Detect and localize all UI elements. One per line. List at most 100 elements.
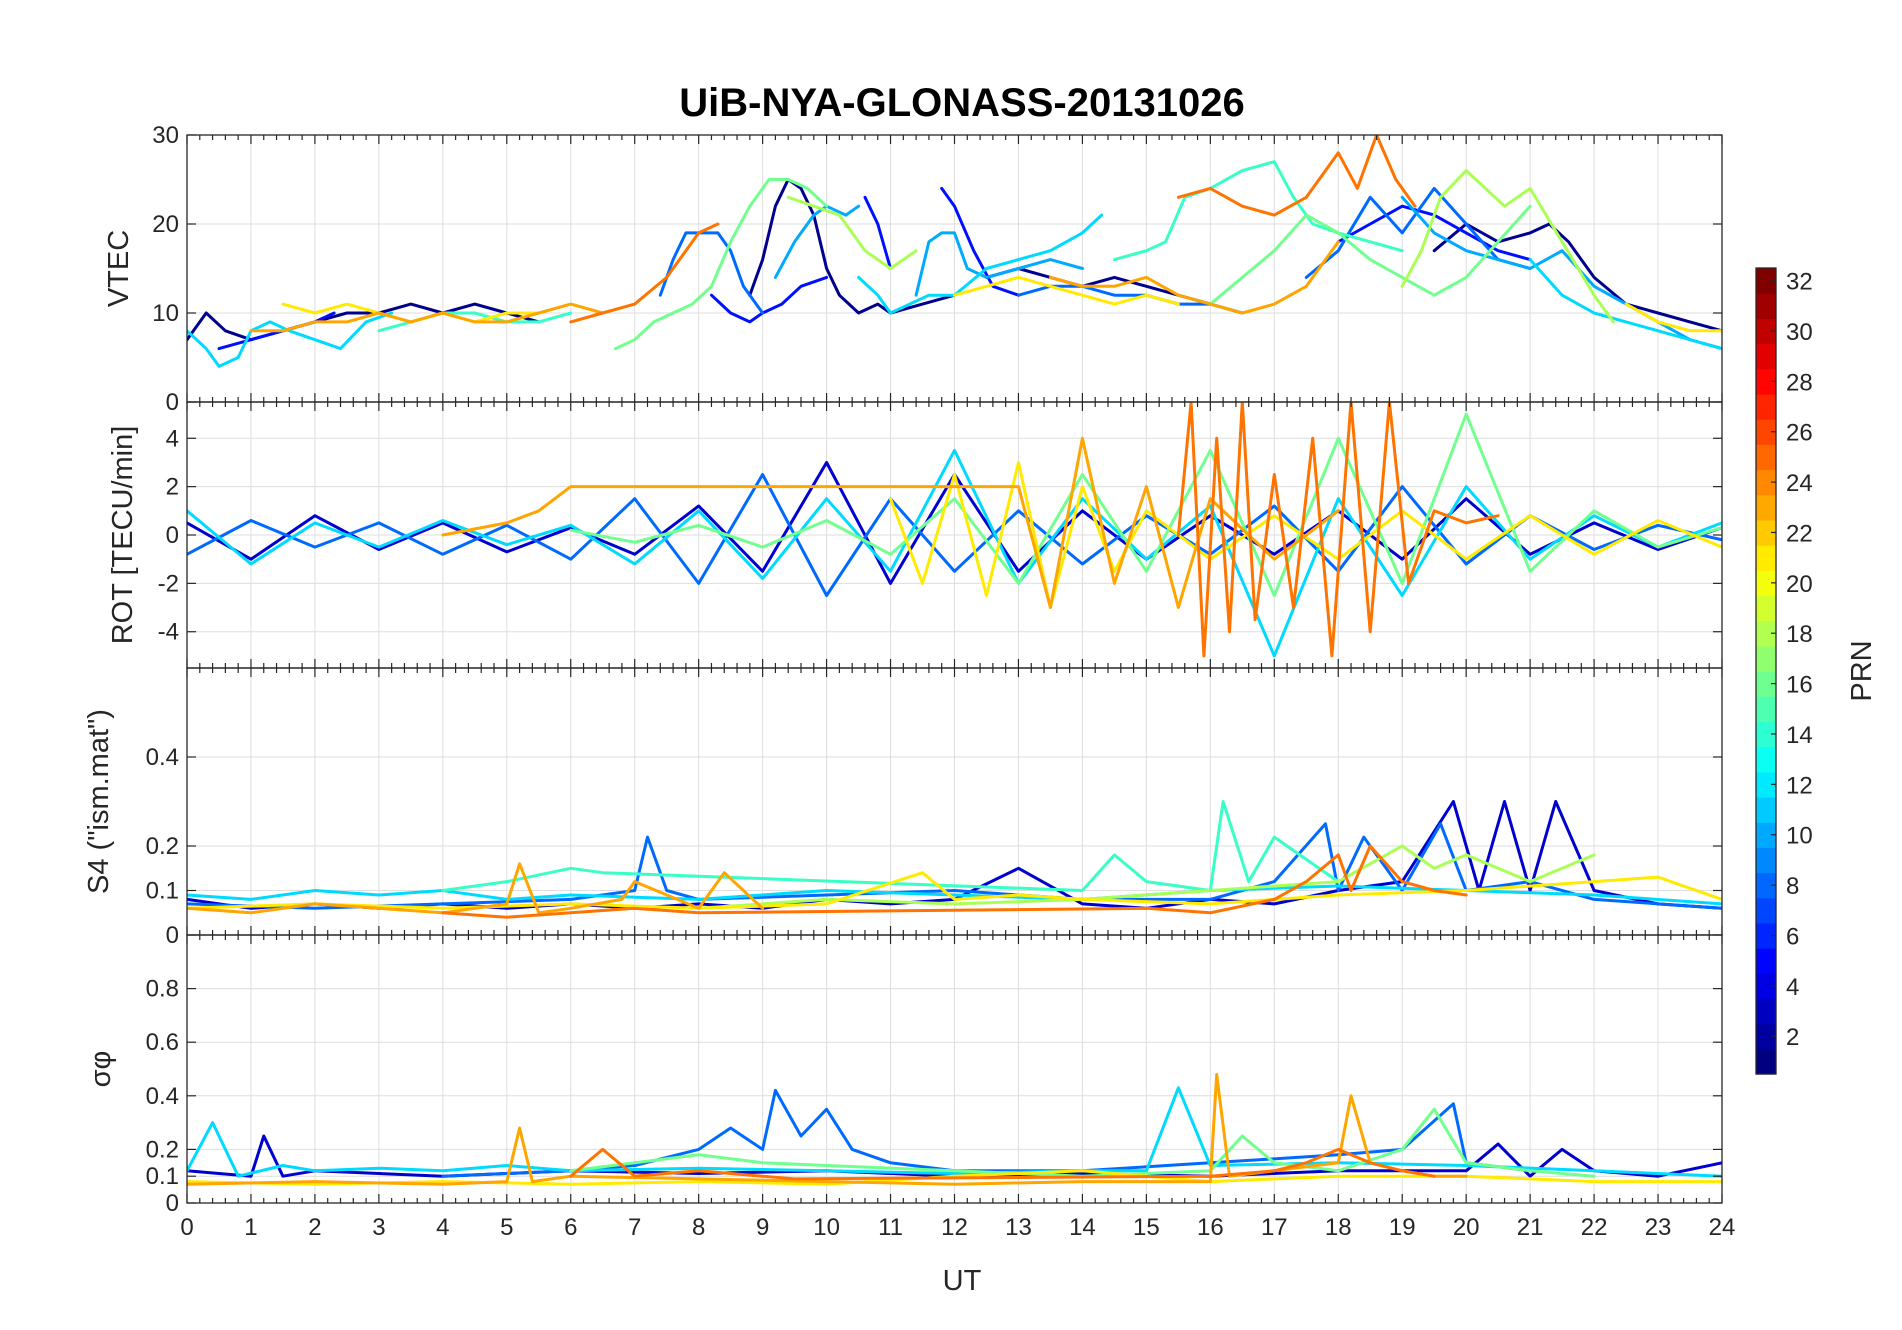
colorbar-segment [1756, 419, 1776, 445]
x-tick-label: 12 [941, 1214, 968, 1241]
x-tick-label: 24 [1709, 1214, 1736, 1241]
colorbar-tick-label: 20 [1786, 571, 1813, 598]
x-tick-label: 20 [1453, 1214, 1480, 1241]
colorbar-tick-label: 26 [1786, 420, 1813, 447]
series-line-8 [940, 186, 1020, 297]
series-line-23 [786, 195, 918, 270]
gridlines [186, 935, 1723, 1204]
panel-1: 0 10 20 30 VTEC [103, 122, 1723, 416]
colorbar-segment [1756, 494, 1776, 521]
y-axis-label: ROT [TECU/min] [107, 426, 139, 645]
series-line-30 [569, 222, 720, 324]
x-tick-label: 22 [1581, 1214, 1608, 1241]
series-group [187, 402, 1722, 658]
series-line-8 [441, 844, 1468, 919]
colorbar-tick-label: 32 [1786, 269, 1813, 296]
x-tick-label: 23 [1645, 1214, 1672, 1241]
x-tick-label: 21 [1517, 1214, 1544, 1241]
colorbar-segment [1756, 922, 1776, 949]
ticks [186, 935, 1723, 1204]
x-tick-label: 7 [628, 1214, 641, 1241]
y-tick-label: -4 [158, 619, 179, 646]
series-line-2 [748, 178, 956, 315]
colorbar-segment [1756, 948, 1776, 974]
x-axis-label: UT [943, 1265, 982, 1297]
colorbar-segment [1756, 293, 1776, 319]
colorbar-tick-label: 18 [1786, 621, 1813, 648]
series-line-13 [773, 204, 861, 279]
series-line-20 [1112, 160, 1404, 262]
series-group [187, 135, 1722, 368]
colorbar-segment [1756, 771, 1776, 798]
x-tick-label: 15 [1133, 1214, 1160, 1241]
colorbar-tick-label: 22 [1786, 520, 1813, 547]
x-tick-label: 18 [1325, 1214, 1352, 1241]
series-line-29 [1048, 240, 1340, 315]
y-axis-label: σφ [85, 1051, 117, 1088]
series-line-7 [187, 862, 765, 915]
series-line-10 [658, 231, 765, 315]
colorbar-tick-label: 10 [1786, 823, 1813, 850]
x-tick-label: 4 [436, 1214, 449, 1241]
series-line-6 [441, 436, 1340, 609]
colorbar-segment [1756, 620, 1776, 647]
x-tick-label: 11 [878, 1214, 903, 1241]
series-group [187, 800, 1722, 919]
series-line-7 [863, 195, 892, 270]
colorbar-tick-label: 28 [1786, 369, 1813, 396]
series-line-6 [187, 1072, 1468, 1186]
series-line-12 [1304, 186, 1532, 279]
series-line-3 [187, 448, 1722, 658]
colorbar-segment [1756, 721, 1776, 748]
panel-2: -4 -2 0 2 4 ROT [TECU/min] [107, 401, 1723, 669]
y-tick-label: 0 [166, 1190, 179, 1217]
y-tick-label: 0.4 [146, 1083, 179, 1110]
colorbar-tick-label: 16 [1786, 672, 1813, 699]
series-line-18 [1528, 258, 1722, 351]
colorbar-segment [1756, 444, 1776, 471]
x-tick-label: 10 [813, 1214, 840, 1241]
y-tick-label: 0 [166, 522, 179, 549]
colorbar-segment [1756, 343, 1776, 370]
y-tick-label: 0 [166, 922, 179, 949]
colorbar-label: PRN [1846, 640, 1878, 701]
y-tick-label: 0.4 [146, 744, 179, 771]
y-tick-label: 0.2 [146, 1136, 179, 1163]
y-tick-label: -2 [158, 570, 179, 597]
x-tick-label: 2 [308, 1214, 321, 1241]
y-tick-label: 0.6 [146, 1029, 179, 1056]
colorbar-segment [1756, 469, 1776, 496]
colorbar-frame [1755, 267, 1777, 1075]
series-line-2 [187, 473, 1722, 597]
colorbar-segment [1756, 519, 1776, 546]
colorbar-segment [1756, 746, 1776, 773]
y-tick-label: 20 [152, 211, 179, 238]
series-line-4 [569, 412, 1722, 597]
colorbar-tick-label: 24 [1786, 470, 1813, 497]
y-tick-label: 0.8 [146, 976, 179, 1003]
x-tick-label: 17 [1261, 1214, 1288, 1241]
series-line-31 [1176, 135, 1417, 217]
colorbar-tick-label: 4 [1786, 974, 1799, 1001]
ticks [186, 402, 1723, 668]
colorbar-segment [1756, 998, 1776, 1025]
colorbar-tick-label: 14 [1786, 722, 1813, 749]
x-tick-label: 0 [180, 1214, 193, 1241]
ticks [186, 668, 1723, 936]
series-line-6 [710, 275, 829, 324]
colorbar-segment [1756, 1023, 1776, 1050]
gridlines [186, 134, 1723, 403]
colorbar-tick-label: 30 [1786, 319, 1813, 346]
series-line-22 [1208, 204, 1532, 306]
series-line-15 [1400, 195, 1722, 351]
colorbar-segment [1756, 872, 1776, 899]
colorbar-segment [1756, 645, 1776, 672]
x-tick-label: 14 [1069, 1214, 1096, 1241]
series-line-27 [1624, 302, 1722, 333]
colorbar-segment [1756, 545, 1776, 571]
series-line-21 [614, 178, 829, 351]
x-tick-label: 13 [1005, 1214, 1032, 1241]
series-line-26 [953, 275, 1180, 306]
